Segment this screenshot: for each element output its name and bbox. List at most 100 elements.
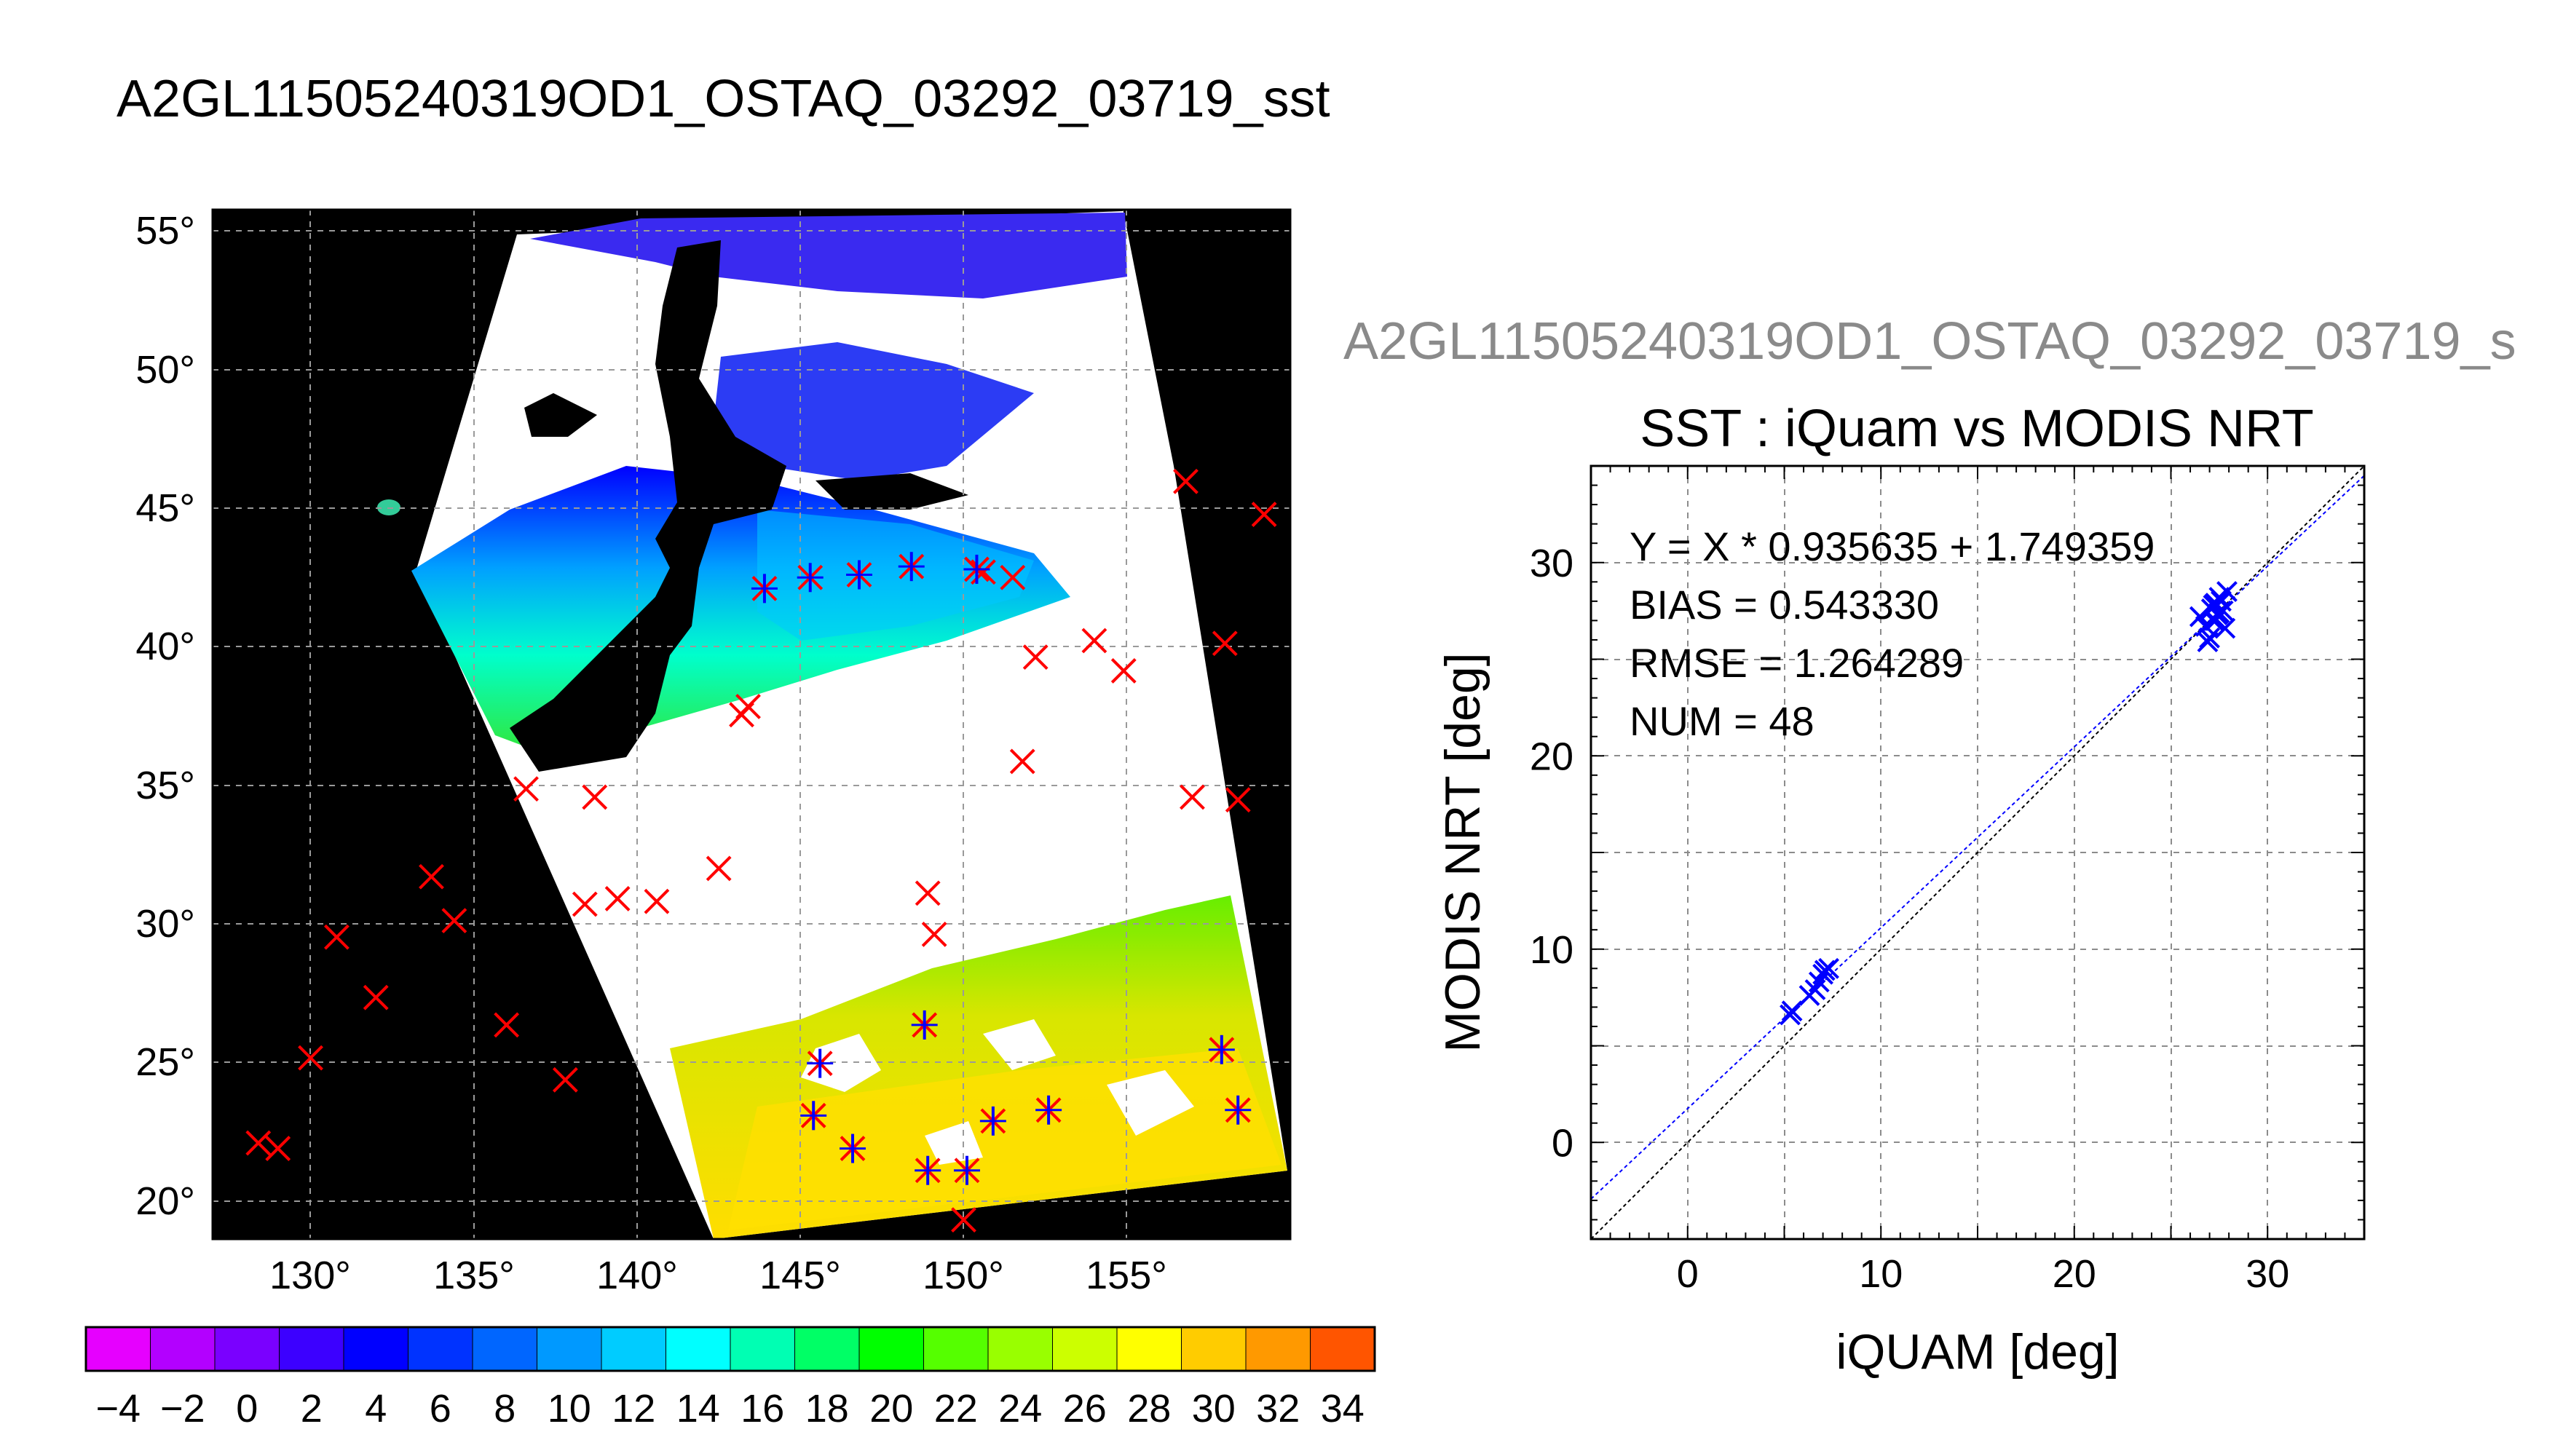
map-buoy-marker-stroke — [1180, 784, 1205, 810]
colorbar-cell — [1116, 1326, 1182, 1372]
lat-tick-label: 30° — [135, 902, 195, 946]
map-matchup-marker — [846, 560, 872, 590]
map-lat-labels: 55° 50° 45° 40° 35° 30° 25° 20° — [135, 209, 195, 1223]
map-buoy-marker — [1173, 468, 1198, 494]
map-matchup-marker — [807, 1048, 834, 1078]
bias-value: BIAS = 0.543330 — [1630, 582, 1939, 628]
colorbar-cell — [666, 1326, 731, 1372]
identity-line — [1591, 466, 2364, 1239]
stats-annotation: Y = X * 0.935635 + 1.749359 BIAS = 0.543… — [1630, 523, 2155, 744]
map-buoy-marker-stroke — [1009, 748, 1035, 775]
colorbar-tick-label: 30 — [1192, 1387, 1236, 1431]
y-tick-label: 10 — [1530, 928, 1573, 972]
map-buoy-marker — [265, 1136, 291, 1161]
colorbar-cell — [923, 1326, 989, 1372]
map-buoy-marker — [1081, 628, 1107, 654]
map-matchup-marker — [840, 1133, 866, 1163]
scatter-point-stroke — [2197, 631, 2219, 653]
colorbar-tick-label: −4 — [95, 1387, 141, 1431]
colorbar-tick-label: 26 — [1063, 1387, 1107, 1431]
x-tick-label: 20 — [2053, 1252, 2096, 1296]
map-buoy-marker-stroke — [735, 694, 761, 719]
colorbar-tick-label: 18 — [805, 1387, 849, 1431]
scatter-x-axis-label: iQUAM [deg] — [1836, 1324, 2119, 1380]
colorbar-cell — [214, 1326, 280, 1372]
map-buoy-marker-stroke — [604, 886, 631, 911]
map-buoy-marker — [1022, 644, 1049, 670]
num-value: NUM = 48 — [1630, 698, 1814, 744]
lon-tick-label: 155° — [1086, 1254, 1167, 1297]
colorbar-cell — [343, 1326, 409, 1372]
colorbar-cell — [730, 1326, 796, 1372]
colorbar-tick-label: 6 — [430, 1387, 451, 1431]
map-matchup-marker — [1225, 1095, 1252, 1125]
x-tick-label: 0 — [1677, 1252, 1699, 1296]
scatter-lines — [1591, 466, 2364, 1239]
scatter-point-stroke — [2205, 609, 2226, 631]
map-buoy-marker-stroke — [706, 855, 732, 882]
colorbar-tick-label: 22 — [934, 1387, 978, 1431]
map-buoy-marker-stroke — [441, 908, 467, 934]
map-panel: 55° 50° 45° 40° 35° 30° 25° 20° 130° 135… — [135, 208, 1292, 1297]
map-buoy-marker-stroke — [644, 888, 670, 914]
map-buoy-marker — [363, 984, 389, 1010]
map-buoy-marker — [324, 924, 350, 950]
scatter-point — [2197, 631, 2219, 653]
scatter-point — [1818, 957, 1839, 979]
map-buoy-marker — [706, 855, 732, 882]
lat-tick-label: 45° — [135, 486, 195, 530]
map-lon-labels: 130° 135° 140° 145° 150° 155° — [269, 1254, 1167, 1297]
colorbar-tick-label: 34 — [1321, 1387, 1365, 1431]
scatter-grid — [1591, 466, 2364, 1239]
map-buoy-marker-stroke — [915, 880, 941, 906]
colorbar-labels: −4 −2 0 2 4 6 8 10 12 14 16 18 20 22 24 26 28 30 32 34 — [95, 1387, 1364, 1431]
lat-tick-label: 20° — [135, 1179, 195, 1223]
scatter-point-stroke — [1818, 957, 1839, 979]
colorbar-tick-label: 14 — [676, 1387, 720, 1431]
y-tick-label: 0 — [1552, 1121, 1573, 1165]
colorbar-cell — [150, 1326, 216, 1372]
colorbar-cell — [1310, 1326, 1375, 1372]
lat-tick-label: 35° — [135, 764, 195, 807]
map-buoy-marker — [1110, 658, 1137, 684]
map-buoy-marker — [644, 888, 670, 914]
map-buoy-marker-stroke — [1022, 644, 1049, 670]
colorbar-tick-label: 16 — [741, 1387, 784, 1431]
map-matchup-marker — [1208, 1034, 1235, 1064]
map-buoy-marker-stroke — [1225, 787, 1251, 813]
map-matchup-marker — [979, 1106, 1006, 1136]
lat-tick-label: 50° — [135, 348, 195, 392]
map-matchup-marker — [911, 1010, 938, 1040]
colorbar-cell — [601, 1326, 667, 1372]
map-buoy-marker-stroke — [298, 1045, 323, 1071]
satellite-swath — [377, 210, 1287, 1239]
colorbar-tick-label: 32 — [1256, 1387, 1300, 1431]
scatter-title: SST : iQuam vs MODIS NRT — [1640, 400, 2314, 458]
colorbar-cell — [279, 1326, 344, 1372]
map-buoy-marker — [298, 1045, 323, 1071]
scatter-file-title: A2GL11505240319OD1_OSTAQ_03292_03719_s — [1343, 312, 2516, 371]
lon-tick-label: 140° — [596, 1254, 678, 1297]
colorbar-tick-label: 12 — [612, 1387, 655, 1431]
scatter-y-axis-label: MODIS NRT [deg] — [1435, 652, 1490, 1052]
map-buoy-marker-stroke — [1251, 502, 1277, 527]
map-buoy-marker-stroke — [245, 1130, 272, 1156]
colorbar-cell — [1245, 1326, 1311, 1372]
colorbar-cell — [85, 1326, 151, 1372]
map-buoy-marker — [1000, 564, 1026, 590]
x-tick-label: 30 — [2246, 1252, 2289, 1296]
map-buoy-marker-stroke — [572, 891, 598, 917]
map-buoy-marker — [1180, 784, 1205, 810]
map-matchup-marker — [1035, 1095, 1062, 1125]
map-buoy-marker-stroke — [1212, 630, 1238, 657]
scatter-point — [2205, 609, 2226, 631]
map-matchup-marker — [800, 1101, 827, 1131]
fit-equation: Y = X * 0.935635 + 1.749359 — [1630, 523, 2155, 569]
colorbar-cell — [408, 1326, 473, 1372]
map-buoy-marker — [735, 694, 761, 719]
lon-tick-label: 150° — [923, 1254, 1004, 1297]
map-buoy-marker — [494, 1012, 520, 1038]
lon-tick-label: 135° — [433, 1254, 515, 1297]
map-matchup-marker — [915, 1155, 941, 1185]
